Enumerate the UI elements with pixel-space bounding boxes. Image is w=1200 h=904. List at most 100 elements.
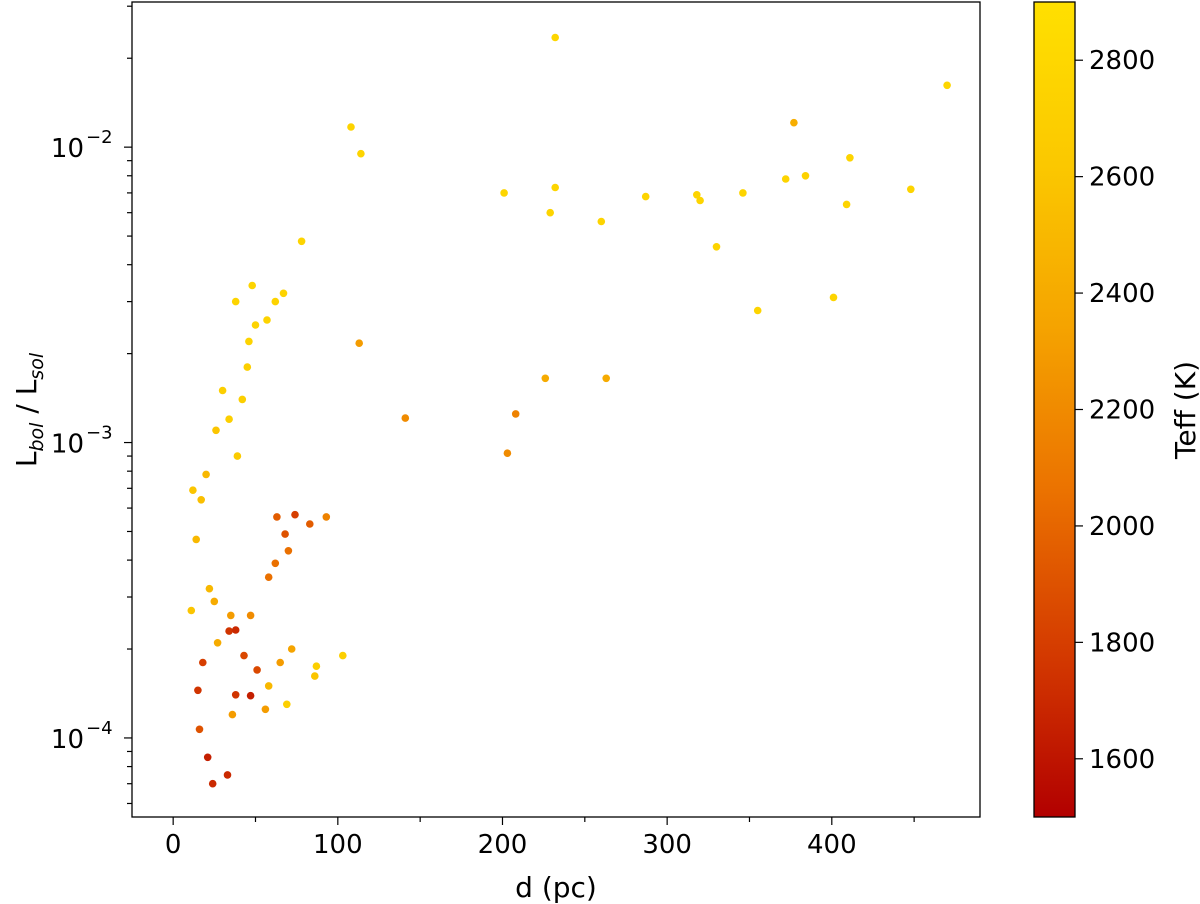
data-point <box>195 725 204 734</box>
data-point <box>503 449 512 458</box>
data-point <box>213 639 222 647</box>
data-point <box>790 118 798 127</box>
y-tick-label: 10 <box>51 430 84 460</box>
data-point <box>284 547 293 555</box>
data-point <box>227 611 235 620</box>
data-point <box>197 496 205 504</box>
data-point <box>263 316 271 324</box>
data-point <box>597 217 606 226</box>
data-point <box>228 710 237 719</box>
data-point <box>225 415 233 424</box>
data-point <box>248 281 256 290</box>
data-point <box>279 289 288 298</box>
data-point <box>194 686 202 695</box>
y-tick-base: 10 <box>51 725 84 755</box>
data-point <box>641 192 650 201</box>
data-point <box>781 175 790 183</box>
colorbar-tick-label: 2400 <box>1089 279 1155 309</box>
data-point <box>551 183 559 192</box>
data-point <box>261 705 270 714</box>
data-point <box>306 520 314 528</box>
data-point <box>753 306 762 315</box>
y-tick-exponent: −4 <box>86 718 113 739</box>
colorbar-tick-label: 2600 <box>1089 163 1155 193</box>
colorbar-label: Teff (K) <box>1169 361 1200 460</box>
y-tick-base: 10 <box>51 430 84 460</box>
data-point <box>243 363 252 371</box>
colorbar-ticks: 1600 1800 2000 2200 2400 2600 2800 <box>1075 46 1155 775</box>
data-point <box>602 374 610 383</box>
data-point <box>203 753 212 762</box>
plot-area-frame <box>131 1 981 818</box>
y-tick-label: 10 <box>51 725 84 755</box>
data-point <box>202 470 210 479</box>
data-point <box>271 297 280 306</box>
colorbar-tick-label: 2800 <box>1089 46 1155 76</box>
y-axis-label: Lbol / Lsol <box>10 352 48 467</box>
data-point <box>907 185 915 194</box>
y-label-sep: / L <box>10 379 43 422</box>
data-point <box>223 771 232 779</box>
y-label-sub1: bol <box>26 422 48 452</box>
y-tick-base: 10 <box>51 134 84 164</box>
data-point <box>218 386 227 395</box>
colorbar-tick-label: 2200 <box>1089 396 1155 426</box>
data-point <box>339 651 347 660</box>
data-point <box>199 658 207 667</box>
colorbar-tick-label: 1600 <box>1089 745 1155 775</box>
data-point <box>231 626 240 634</box>
data-point <box>238 395 247 404</box>
data-point <box>500 189 508 197</box>
data-point <box>546 208 554 217</box>
x-axis: 0 100 200 300 400 <box>165 817 915 860</box>
data-point <box>281 530 289 538</box>
data-point <box>231 691 240 699</box>
data-point <box>253 666 261 674</box>
y-label-sub2: sol <box>26 352 48 380</box>
data-point <box>943 81 951 90</box>
y-tick-exponent: −2 <box>86 127 113 148</box>
data-point <box>276 658 285 667</box>
data-points <box>187 33 951 788</box>
data-point <box>264 573 273 581</box>
data-point <box>801 172 810 180</box>
data-point <box>283 700 291 709</box>
data-point <box>297 237 306 246</box>
data-point <box>357 149 365 158</box>
data-point <box>264 682 273 690</box>
data-point <box>696 196 704 205</box>
data-point <box>208 779 217 788</box>
data-point <box>401 414 410 422</box>
data-point <box>311 672 319 680</box>
data-point <box>271 559 280 568</box>
data-point <box>541 374 550 383</box>
y-label-base: L <box>10 451 43 467</box>
data-point <box>842 200 851 209</box>
data-point <box>246 611 255 620</box>
data-point <box>231 297 240 306</box>
data-point <box>712 243 721 251</box>
data-point <box>829 293 838 302</box>
data-point <box>739 189 747 197</box>
y-tick-label: 10 <box>51 134 84 164</box>
data-point <box>192 535 200 544</box>
data-point <box>347 123 355 131</box>
data-point <box>511 410 520 418</box>
data-point <box>287 645 296 653</box>
colorbar: 1600 1800 2000 2200 2400 2600 2800 Teff (K) <box>1033 1 1200 818</box>
data-point <box>245 337 253 346</box>
data-point <box>693 191 701 199</box>
data-point <box>846 154 854 162</box>
data-point <box>355 339 364 348</box>
data-point <box>273 513 281 521</box>
x-tick-label: 100 <box>313 830 363 860</box>
data-point <box>189 486 197 495</box>
data-point <box>233 452 242 460</box>
data-point <box>312 662 321 670</box>
data-point <box>205 584 214 593</box>
x-tick-label: 400 <box>807 830 857 860</box>
x-axis-label: d (pc) <box>515 871 597 904</box>
y-axis: 10−410−310−2 <box>51 5 132 805</box>
colorbar-tick-label: 1800 <box>1089 628 1155 658</box>
